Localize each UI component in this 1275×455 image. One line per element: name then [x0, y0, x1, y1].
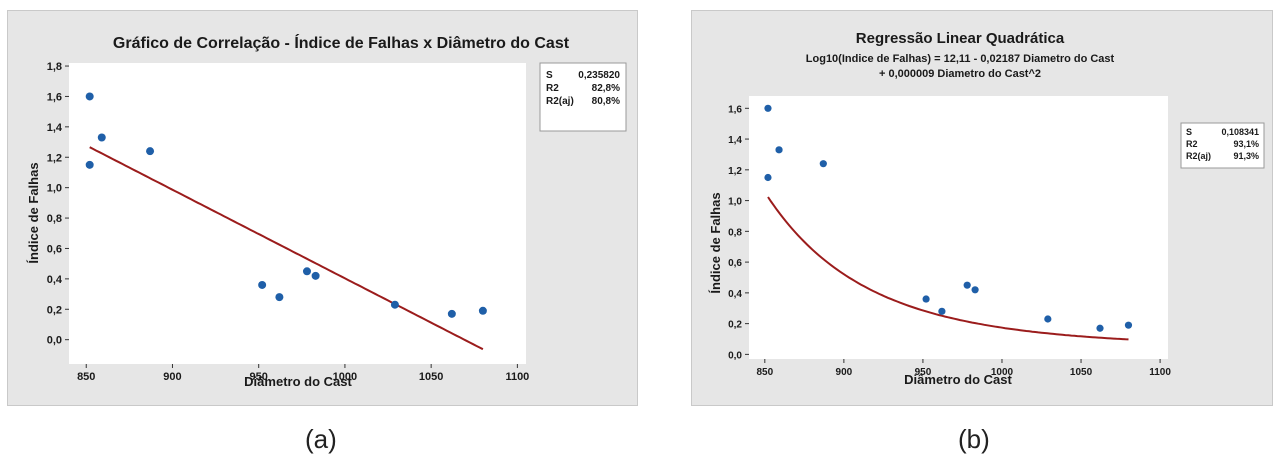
stats-box: S 0,235820 R2 82,8% R2(aj) 80,8% [539, 62, 627, 132]
y-tick-label: 1,2 [47, 152, 62, 164]
y-tick-label: 0,6 [47, 243, 62, 255]
y-tick-label: 0,0 [728, 350, 742, 361]
x-axis-ticks: 850 900 950 1000 1050 1100 [77, 364, 529, 383]
y-tick-label: 0,8 [728, 227, 742, 238]
stat-label: R2 [1186, 139, 1198, 149]
data-points [85, 92, 487, 318]
y-tick-label: 1,2 [728, 166, 742, 177]
stat-value: 93,1% [1233, 139, 1259, 149]
y-tick-label: 1,0 [47, 183, 62, 195]
y-tick-label: 1,6 [47, 91, 62, 103]
data-point [258, 280, 267, 289]
x-tick-label: 850 [77, 371, 95, 383]
y-tick-label: 0,2 [728, 320, 742, 331]
data-point [922, 295, 930, 303]
stat-label: S [1186, 127, 1192, 137]
data-point [447, 309, 456, 318]
x-axis-ticks: 850 900 950 1000 1050 1100 [756, 359, 1171, 378]
data-point [963, 281, 971, 289]
plot-area [69, 63, 526, 364]
stat-label: R2(aj) [1186, 151, 1211, 161]
x-tick-label: 1100 [505, 371, 529, 383]
x-tick-label: 950 [250, 371, 268, 383]
y-axis-label: Índice de Falhas [708, 192, 723, 293]
data-point [275, 293, 284, 302]
subfigure-label-a: (a) [305, 424, 337, 454]
data-points [764, 104, 1133, 332]
x-tick-label: 1050 [419, 371, 443, 383]
chart-panel-a: Gráfico de Correlação - Índice de Falhas… [7, 10, 638, 406]
y-axis-label: Índice de Falhas [26, 162, 41, 263]
data-point [1124, 321, 1133, 329]
data-point [390, 300, 399, 309]
data-point [971, 286, 979, 294]
data-point [1044, 315, 1052, 323]
data-point [85, 92, 94, 101]
chart-title: Gráfico de Correlação - Índice de Falhas… [113, 33, 570, 52]
data-point [775, 146, 783, 154]
regression-line [89, 146, 484, 351]
subfigure-label-b: (b) [958, 424, 990, 454]
y-tick-label: 0,6 [728, 258, 742, 269]
stat-value: 91,3% [1233, 151, 1259, 161]
data-point [85, 160, 94, 169]
stat-label: S [546, 70, 553, 81]
equation-line-1: Log10(Indice de Falhas) = 12,11 - 0,0218… [806, 53, 1115, 65]
stat-value: 0,235820 [578, 70, 620, 81]
stats-box: S 0,108341 R2 93,1% R2(aj) 91,3% [1180, 122, 1265, 169]
stat-value: 82,8% [592, 83, 620, 94]
y-tick-label: 1,0 [728, 197, 742, 208]
data-point [819, 160, 827, 168]
x-tick-label: 900 [836, 367, 853, 378]
y-tick-label: 1,4 [47, 122, 63, 134]
chart-panel-b: Regressão Linear Quadrática Log10(Indice… [691, 10, 1273, 406]
data-point [311, 271, 320, 280]
data-point [1096, 324, 1104, 332]
y-axis-ticks: 0,0 0,2 0,4 0,6 0,8 1,0 1,2 1,4 1,6 1,8 [47, 61, 69, 347]
y-tick-label: 0,8 [47, 213, 62, 225]
y-tick-label: 0,0 [47, 335, 62, 347]
data-point [478, 306, 487, 315]
plot-area [749, 96, 1168, 359]
y-tick-label: 1,4 [728, 135, 742, 146]
x-tick-label: 850 [756, 367, 773, 378]
x-tick-label: 1000 [991, 367, 1014, 378]
x-axis-label: Diâmetro do Cast [244, 374, 352, 389]
stat-label: R2 [546, 83, 559, 94]
data-point [146, 147, 155, 156]
y-tick-label: 0,4 [728, 289, 742, 300]
quadratic-regression-chart: Regressão Linear Quadrática Log10(Indice… [708, 30, 1265, 387]
y-axis-ticks: 0,0 0,2 0,4 0,6 0,8 1,0 1,2 1,4 1,6 [728, 104, 749, 361]
y-tick-label: 0,4 [47, 274, 63, 286]
y-tick-label: 1,8 [47, 61, 62, 73]
stat-value: 80,8% [592, 96, 620, 107]
chart-title: Regressão Linear Quadrática [856, 30, 1065, 47]
y-tick-label: 1,6 [728, 104, 742, 115]
data-point [938, 307, 946, 315]
stat-value: 0,108341 [1221, 127, 1259, 137]
x-tick-label: 1000 [333, 371, 357, 383]
stat-label: R2(aj) [546, 96, 574, 107]
x-tick-label: 1050 [1070, 367, 1093, 378]
x-axis-label: Diâmetro do Cast [904, 372, 1012, 387]
data-point [97, 133, 106, 142]
equation-line-2: + 0,000009 Diametro do Cast^2 [879, 68, 1041, 80]
x-tick-label: 1100 [1149, 367, 1171, 378]
data-point [302, 267, 311, 276]
x-tick-label: 950 [915, 367, 932, 378]
x-tick-label: 900 [163, 371, 181, 383]
data-point [764, 173, 772, 182]
correlation-chart: Gráfico de Correlação - Índice de Falhas… [26, 33, 627, 389]
data-point [764, 104, 772, 112]
y-tick-label: 0,2 [47, 304, 62, 316]
regression-curve [767, 196, 1129, 341]
